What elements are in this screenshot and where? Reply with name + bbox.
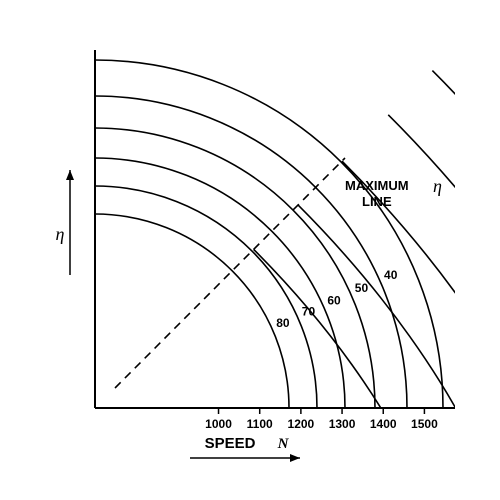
x-tick-label: 1100 [247,417,273,431]
x-axis-arrow-head [290,454,300,462]
iso-curve-label: 70 [302,305,316,319]
max-line-symbol: η [433,176,442,196]
x-tick-label: 1000 [205,417,232,431]
y-axis-arrow-head [66,170,74,180]
x-tick-label: 1200 [288,417,315,431]
x-axis-label: SPEED [205,435,256,452]
x-axis-var: N [277,436,290,452]
iso-curve-label: 40 [384,268,398,282]
max-line-label-1: MAXIMUM [345,178,409,193]
iso-curve [95,96,407,408]
eta-curve [18,205,500,500]
eta-curve [42,115,500,500]
eta-curve [10,249,447,500]
x-tick-label: 1400 [370,417,397,431]
efficiency-speed-chart: 1000 1100 1200 1300 1400 1500 SPEED N η 80 70 6… [0,0,500,500]
iso-curve [95,214,289,408]
iso-curve-labels: 80 70 60 50 40 [276,268,397,330]
y-axis-label: η [56,224,65,244]
iso-curve-label: 50 [355,281,369,295]
iso-curve-label: 80 [276,316,290,330]
x-axis-ticks: 1000 1100 1200 1300 1400 1500 [205,408,438,431]
max-line-label-2: LINE [362,194,392,209]
x-tick-label: 1500 [411,417,438,431]
x-tick-label: 1300 [329,417,356,431]
iso-curve-label: 60 [327,293,341,307]
eta-curve [28,161,500,500]
